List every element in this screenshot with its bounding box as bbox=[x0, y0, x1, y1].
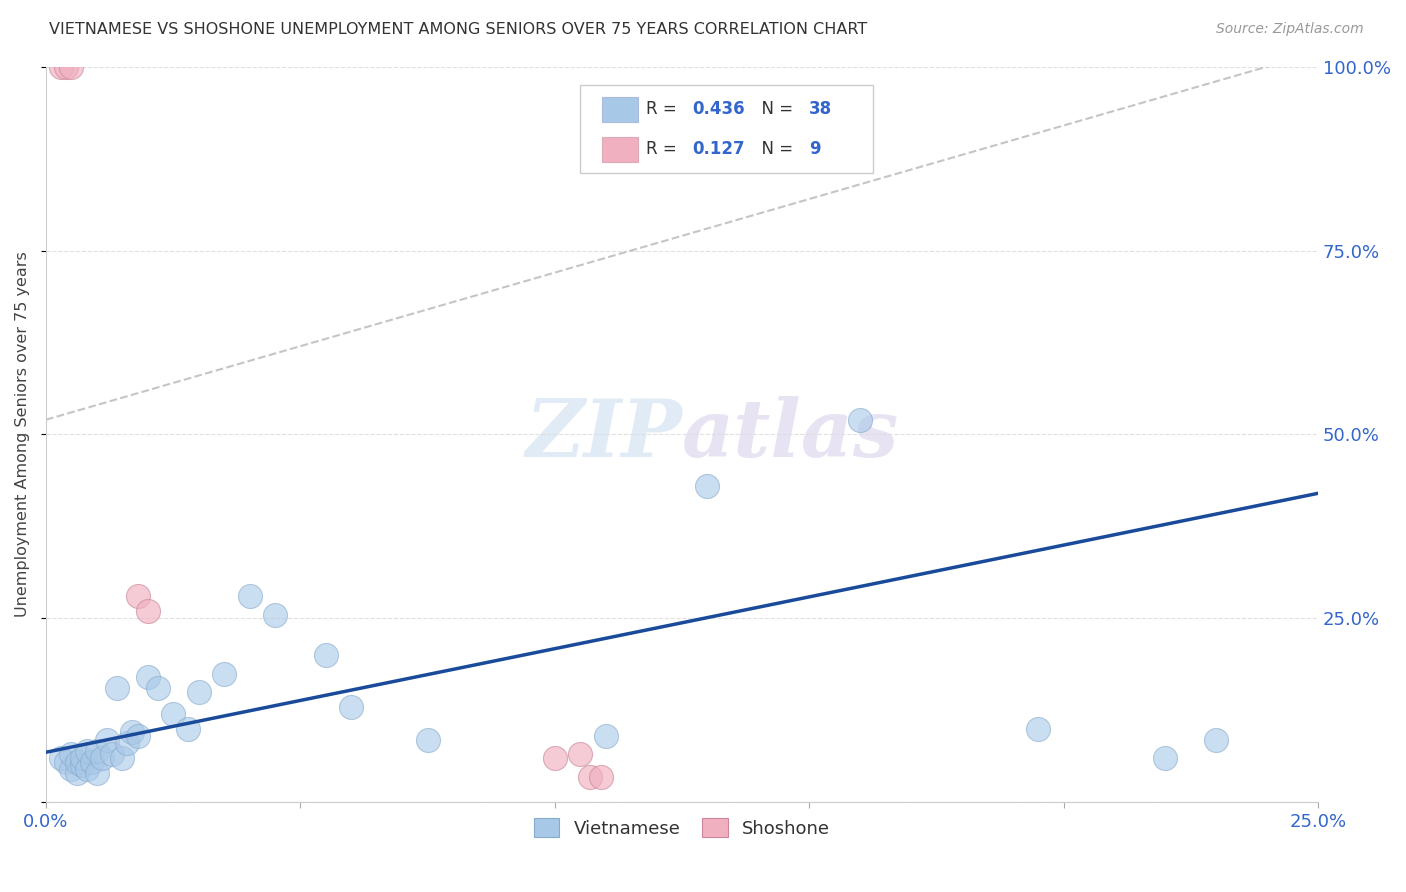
Point bbox=[86, 744, 108, 758]
Point bbox=[121, 725, 143, 739]
Text: ZIP: ZIP bbox=[526, 396, 682, 473]
Point bbox=[340, 699, 363, 714]
Point bbox=[76, 744, 98, 758]
Text: 38: 38 bbox=[810, 100, 832, 118]
Text: VIETNAMESE VS SHOSHONE UNEMPLOYMENT AMONG SENIORS OVER 75 YEARS CORRELATION CHAR: VIETNAMESE VS SHOSHONE UNEMPLOYMENT AMON… bbox=[49, 22, 868, 37]
Legend: Vietnamese, Shoshone: Vietnamese, Shoshone bbox=[527, 811, 837, 845]
Text: R =: R = bbox=[647, 100, 682, 118]
Point bbox=[105, 681, 128, 696]
Point bbox=[416, 732, 439, 747]
Point bbox=[264, 607, 287, 622]
Bar bbox=[602, 137, 637, 162]
Point bbox=[111, 751, 134, 765]
Point bbox=[136, 604, 159, 618]
Point bbox=[136, 670, 159, 684]
Text: N =: N = bbox=[751, 100, 799, 118]
Point bbox=[177, 722, 200, 736]
FancyBboxPatch shape bbox=[581, 85, 873, 173]
Text: Source: ZipAtlas.com: Source: ZipAtlas.com bbox=[1216, 22, 1364, 37]
Point bbox=[1154, 751, 1177, 765]
Point bbox=[589, 770, 612, 784]
Text: atlas: atlas bbox=[682, 396, 900, 473]
Point bbox=[212, 666, 235, 681]
Point bbox=[91, 751, 114, 765]
Point bbox=[595, 729, 617, 743]
Point bbox=[80, 755, 103, 769]
Point bbox=[60, 60, 83, 74]
Point bbox=[70, 758, 93, 772]
Text: N =: N = bbox=[751, 140, 799, 159]
Point bbox=[849, 413, 872, 427]
Point bbox=[55, 755, 77, 769]
Point bbox=[101, 747, 124, 762]
Point bbox=[1026, 722, 1049, 736]
Point bbox=[162, 706, 184, 721]
Point bbox=[544, 751, 567, 765]
Point bbox=[76, 762, 98, 776]
Y-axis label: Unemployment Among Seniors over 75 years: Unemployment Among Seniors over 75 years bbox=[15, 252, 30, 617]
Point bbox=[569, 747, 592, 762]
Point bbox=[65, 765, 87, 780]
Point bbox=[70, 751, 93, 765]
Point bbox=[696, 479, 718, 493]
Text: R =: R = bbox=[647, 140, 682, 159]
Point bbox=[51, 60, 73, 74]
Point bbox=[315, 648, 337, 662]
Point bbox=[86, 765, 108, 780]
Bar bbox=[602, 96, 637, 122]
Point bbox=[96, 732, 118, 747]
Point bbox=[1205, 732, 1227, 747]
Text: 9: 9 bbox=[810, 140, 821, 159]
Point bbox=[65, 755, 87, 769]
Point bbox=[127, 729, 149, 743]
Point bbox=[60, 762, 83, 776]
Point bbox=[146, 681, 169, 696]
Point bbox=[579, 770, 602, 784]
Point bbox=[55, 60, 77, 74]
Text: 0.127: 0.127 bbox=[692, 140, 745, 159]
Point bbox=[238, 589, 260, 603]
Point bbox=[60, 747, 83, 762]
Point bbox=[127, 589, 149, 603]
Point bbox=[187, 685, 209, 699]
Point bbox=[51, 751, 73, 765]
Text: 0.436: 0.436 bbox=[692, 100, 745, 118]
Point bbox=[117, 736, 139, 750]
